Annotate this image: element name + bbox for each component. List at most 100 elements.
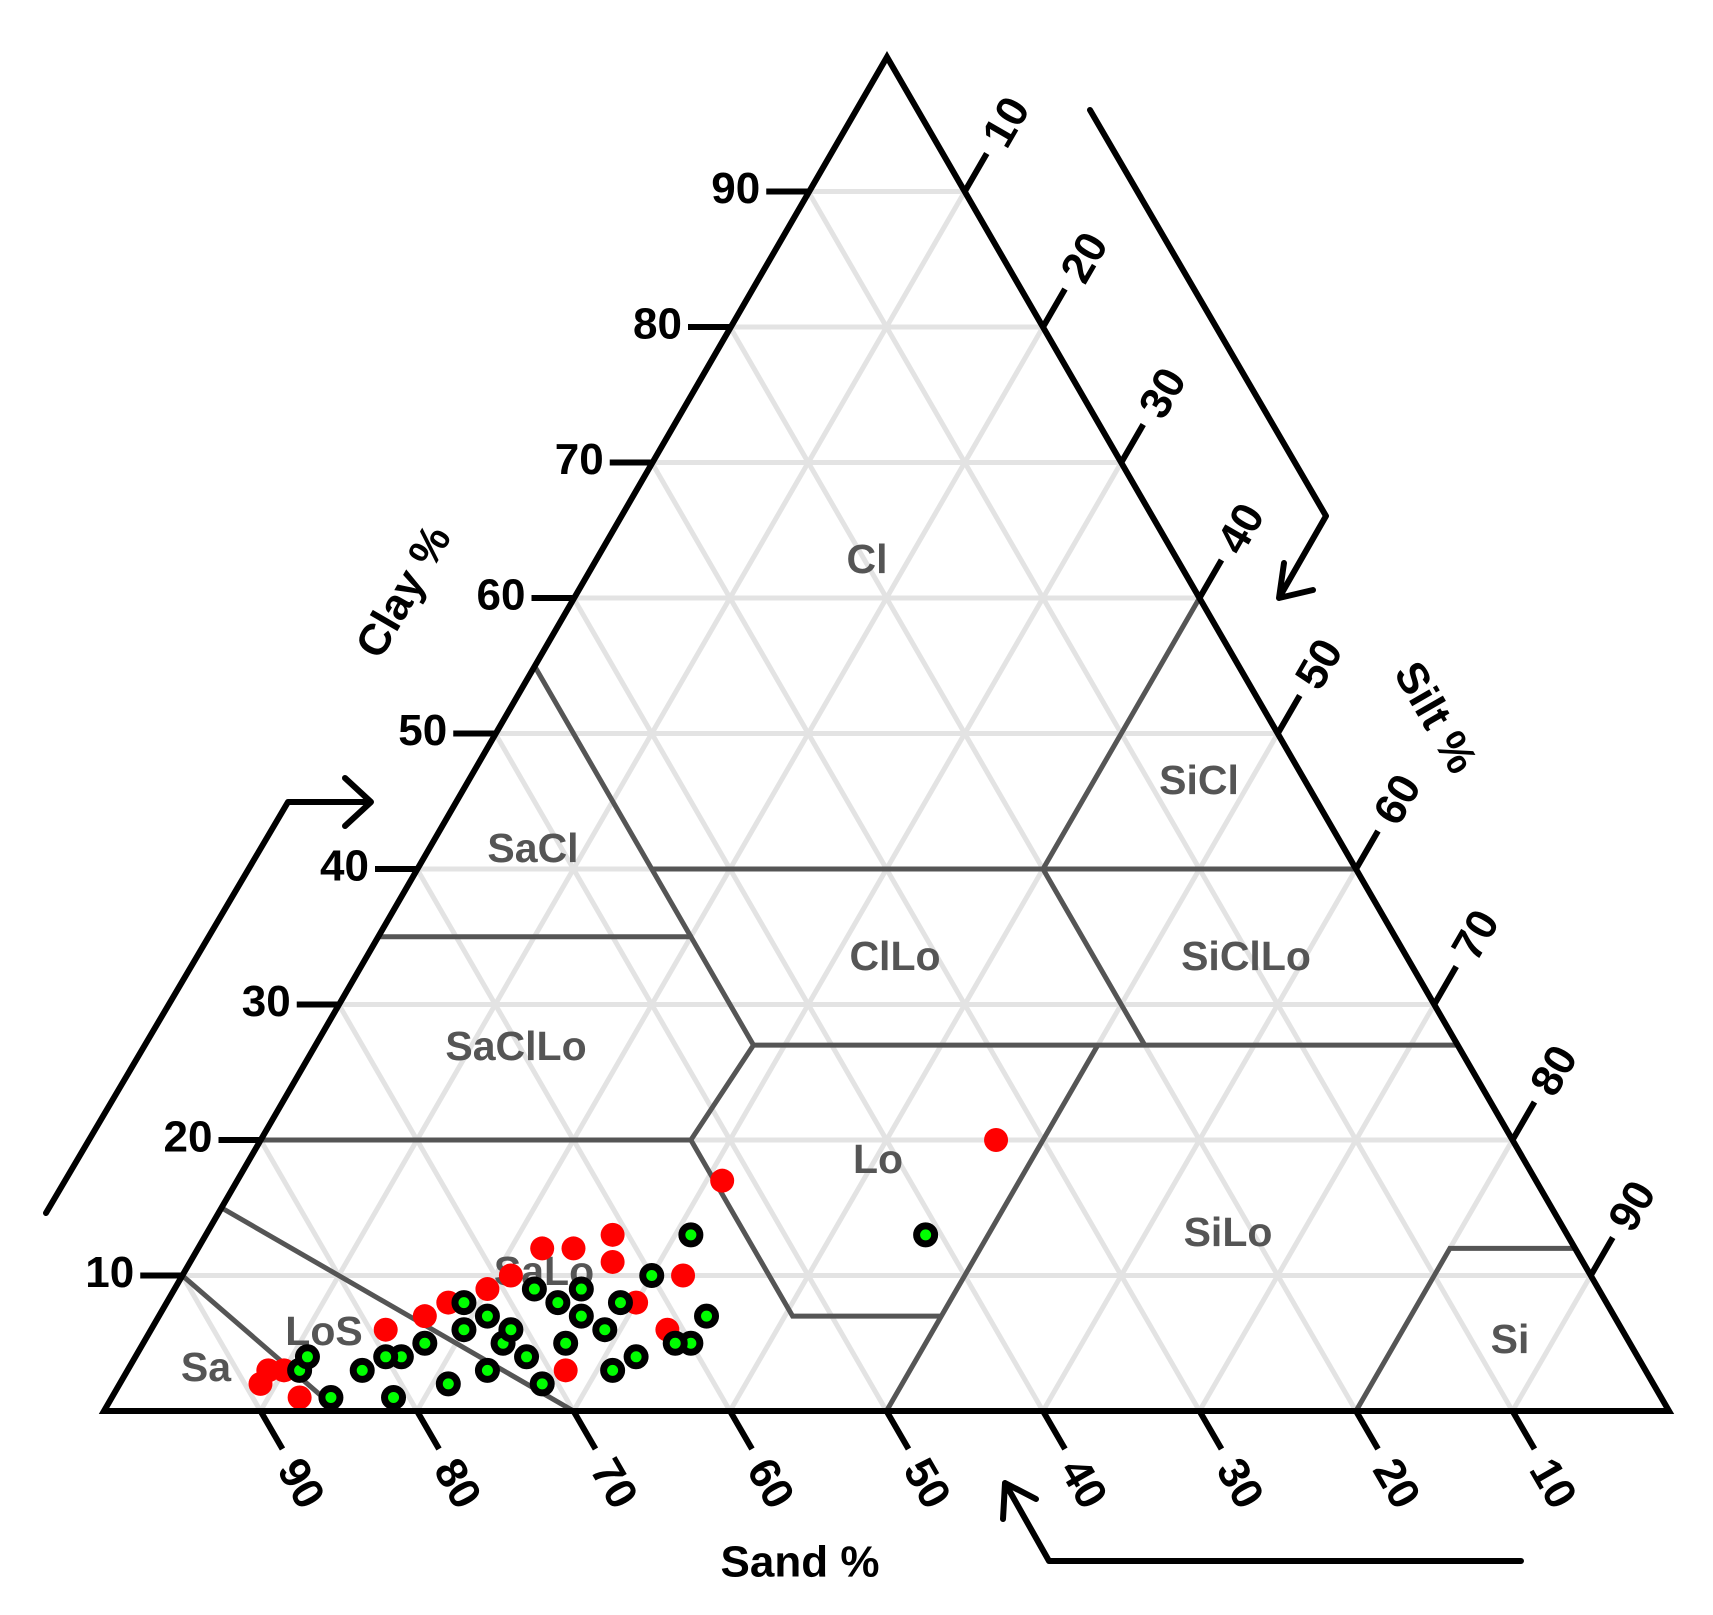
grid-line — [1510, 1274, 1593, 1413]
grid-line — [493, 732, 889, 1413]
data-point — [600, 1222, 625, 1247]
data-point — [553, 1330, 579, 1356]
region-label: SaClLo — [445, 1023, 586, 1069]
silt-tick-label: 30 — [1129, 360, 1196, 427]
clay-tick-label: 50 — [398, 706, 447, 755]
silt-tick-label: 70 — [1442, 902, 1509, 969]
silt-axis-title: Silt % — [1384, 653, 1486, 781]
sand-axis-title: Sand % — [721, 1538, 880, 1587]
clay-tick-label: 90 — [711, 164, 760, 213]
data-point — [694, 1303, 720, 1329]
clay-tick-label: 40 — [320, 842, 369, 891]
sand-tick-label: 90 — [268, 1450, 335, 1517]
data-point — [984, 1128, 1009, 1152]
data-point — [435, 1371, 461, 1397]
silt-tick — [1275, 693, 1303, 736]
sand-tick-label: 10 — [1520, 1450, 1587, 1517]
data-point — [671, 1263, 696, 1288]
silt-tick — [1353, 829, 1381, 871]
silt-tick — [1040, 287, 1068, 329]
data-point — [349, 1357, 375, 1383]
silt-tick — [1431, 964, 1459, 1007]
data-point — [545, 1290, 571, 1316]
data-point — [662, 1330, 688, 1356]
texture-boundary — [1040, 867, 1147, 1047]
data-point — [474, 1357, 500, 1383]
data-point — [248, 1371, 273, 1396]
data-point — [568, 1303, 594, 1329]
clay-tick-label: 10 — [85, 1248, 134, 1297]
texture-boundary — [1040, 596, 1202, 871]
silt-arrow — [1087, 107, 1329, 601]
data-point — [373, 1344, 399, 1370]
grid-line — [571, 461, 1124, 1413]
data-point — [381, 1384, 407, 1410]
region-label: Cl — [847, 536, 888, 582]
data-point — [475, 1277, 500, 1302]
texture-boundaries — [180, 596, 1576, 1414]
sand-tick — [1353, 1409, 1381, 1451]
sand-tick — [1040, 1409, 1068, 1451]
sand-tick — [1196, 1409, 1225, 1451]
sand-tick-label: 60 — [737, 1450, 804, 1517]
data-point — [623, 1344, 649, 1370]
region-label: Si — [1491, 1316, 1530, 1362]
data-point — [607, 1290, 633, 1316]
texture-boundary — [180, 1273, 341, 1413]
silt-tick — [1588, 1235, 1616, 1278]
silt-tick — [1196, 558, 1225, 600]
clay-axis-title: Clay % — [346, 517, 461, 666]
region-label: ClLo — [849, 933, 940, 979]
data-point — [561, 1236, 586, 1261]
grid-line — [649, 461, 1202, 1413]
data-point — [913, 1222, 939, 1248]
silt-tick — [1118, 422, 1146, 465]
silt-tick-label: 10 — [973, 89, 1040, 156]
texture-boundary — [260, 1137, 942, 1319]
region-label: SiLo — [1184, 1209, 1273, 1255]
sand-tick — [570, 1409, 599, 1451]
data-point — [553, 1358, 578, 1383]
data-point — [639, 1263, 665, 1288]
sand-tick — [883, 1409, 912, 1451]
region-label: SaCl — [487, 825, 578, 871]
points — [248, 1128, 1009, 1410]
grid-line — [336, 1003, 576, 1413]
silt-tick — [962, 151, 990, 194]
silt-tick-label: 60 — [1364, 766, 1431, 833]
texture-boundary — [532, 664, 694, 939]
data-point — [318, 1384, 344, 1410]
silt-tick-label: 90 — [1599, 1173, 1666, 1240]
region-label: Lo — [853, 1136, 903, 1182]
data-point — [412, 1304, 437, 1329]
grid-line — [1197, 1003, 1437, 1413]
silt-tick-label: 80 — [1521, 1037, 1588, 1104]
silt-tick-label: 20 — [1051, 224, 1118, 291]
sand-tick-label: 70 — [581, 1450, 648, 1517]
data-point — [600, 1357, 626, 1383]
grid-line — [180, 1274, 263, 1413]
data-point — [294, 1344, 320, 1370]
data-point — [498, 1263, 523, 1288]
texture-boundary — [884, 1043, 1100, 1413]
sand-tick-label: 40 — [1050, 1450, 1117, 1517]
data-point — [474, 1303, 500, 1329]
data-point — [451, 1290, 477, 1316]
sand-tick-label: 80 — [424, 1450, 491, 1517]
sand-tick-label: 50 — [894, 1450, 961, 1517]
texture-boundary — [688, 1042, 1458, 1142]
region-label: LoS — [285, 1308, 362, 1354]
grid-line — [806, 190, 1515, 1413]
texture-boundary — [220, 1205, 575, 1414]
sand-tick-label: 30 — [1207, 1450, 1274, 1517]
data-point — [373, 1317, 398, 1342]
texture-boundary — [1353, 1245, 1576, 1413]
data-point — [568, 1276, 594, 1302]
silt-tick — [1509, 1100, 1538, 1142]
clay-tick-label: 70 — [555, 435, 604, 484]
silt-tick-label: 40 — [1208, 495, 1275, 562]
data-point — [412, 1330, 438, 1356]
sand-tick — [414, 1409, 442, 1451]
